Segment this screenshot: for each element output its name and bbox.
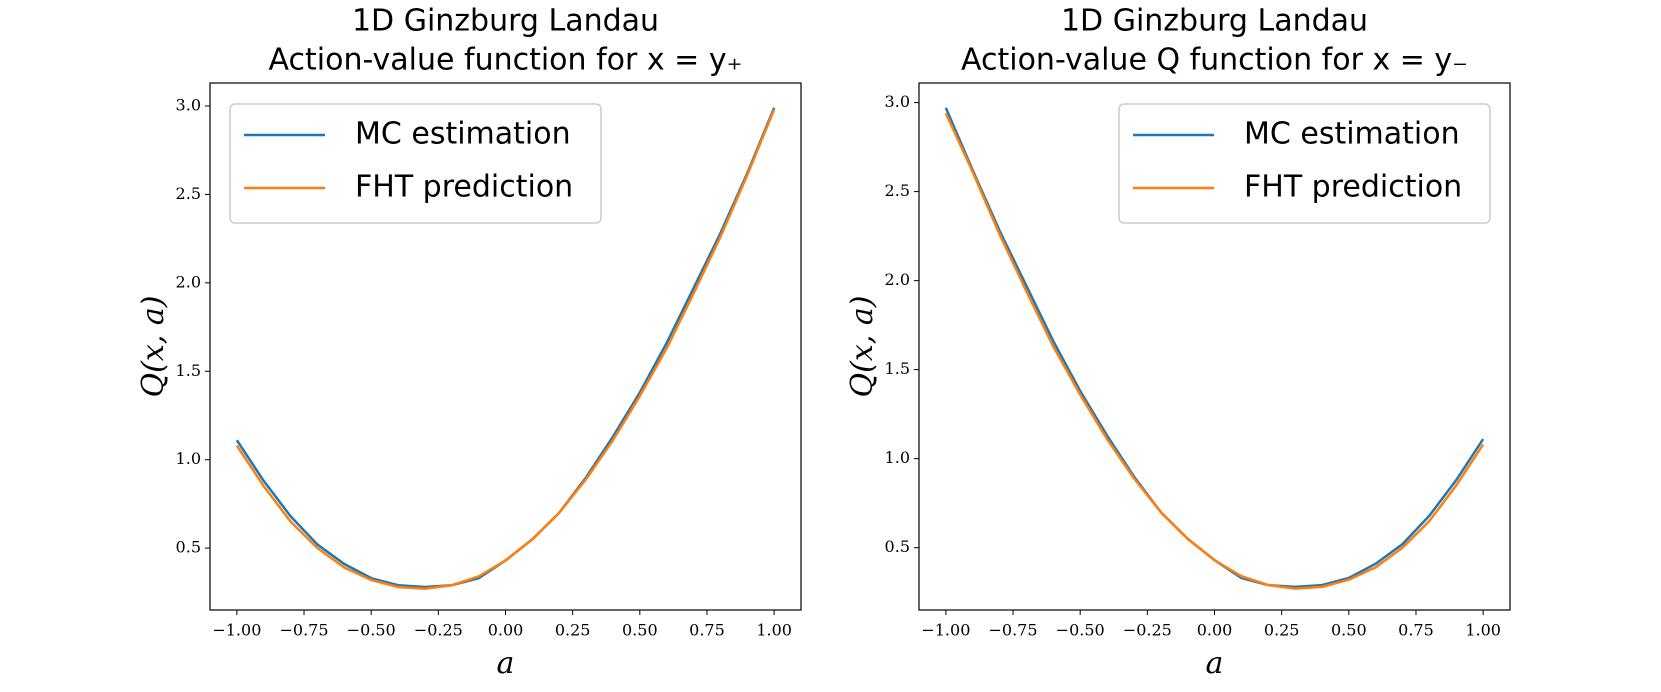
x-tick-label: −0.25: [414, 621, 463, 640]
legend-label: FHT prediction: [1244, 170, 1462, 205]
x-tick-label: −0.50: [1056, 621, 1105, 640]
line-series: [235, 109, 776, 591]
x-tick-label: −0.25: [1123, 621, 1172, 640]
chart-subtitle: Action-value Q function for x = y₋: [961, 43, 1468, 78]
x-tick-label: 0.50: [1331, 621, 1367, 640]
x-tick-label: −0.75: [280, 621, 329, 640]
x-tick-label: −0.50: [347, 621, 396, 640]
y-tick-label: 0.5: [885, 537, 910, 556]
x-tick-label: 0.25: [1264, 621, 1300, 640]
x-axis-label: a: [497, 646, 515, 681]
y-tick-label: 1.5: [176, 361, 201, 380]
x-tick-label: 0.75: [689, 621, 725, 640]
x-tick-label: −0.75: [989, 621, 1038, 640]
y-tick-label: 3.0: [885, 92, 910, 111]
line-series: [944, 112, 1485, 590]
chart-subtitle: Action-value function for x = y₊: [269, 43, 743, 78]
x-tick-label: 1.00: [756, 621, 792, 640]
chart-title: 1D Ginzburg Landau: [1061, 4, 1368, 39]
y-tick-label: 1.0: [176, 449, 201, 468]
x-tick-label: 0.75: [1398, 621, 1434, 640]
x-tick-label: 0.00: [1197, 621, 1233, 640]
legend-label: MC estimation: [355, 117, 571, 152]
y-tick-label: 2.0: [885, 270, 910, 289]
x-tick-label: 0.00: [488, 621, 524, 640]
axes-frame: [209, 82, 802, 611]
x-tick-label: 0.25: [555, 621, 591, 640]
y-tick-label: 2.0: [176, 272, 201, 291]
legend-label: FHT prediction: [355, 170, 573, 205]
chart-title: 1D Ginzburg Landau: [352, 4, 659, 39]
y-tick-label: 3.0: [176, 95, 201, 114]
x-tick-label: −1.00: [921, 621, 970, 640]
y-tick-label: 2.5: [176, 184, 201, 203]
x-axis-label: a: [1206, 646, 1224, 681]
x-tick-label: 1.00: [1465, 621, 1501, 640]
y-tick-label: 1.5: [885, 359, 910, 378]
legend-label: MC estimation: [1244, 117, 1460, 152]
y-tick-label: 0.5: [176, 538, 201, 557]
y-axis-label: Q(x, a): [845, 296, 880, 398]
x-tick-label: −1.00: [212, 621, 261, 640]
x-tick-label: 0.50: [622, 621, 658, 640]
y-axis-label: Q(x, a): [136, 296, 171, 398]
y-tick-label: 2.5: [885, 181, 910, 200]
y-tick-label: 1.0: [885, 448, 910, 467]
axes-frame: [918, 82, 1511, 611]
